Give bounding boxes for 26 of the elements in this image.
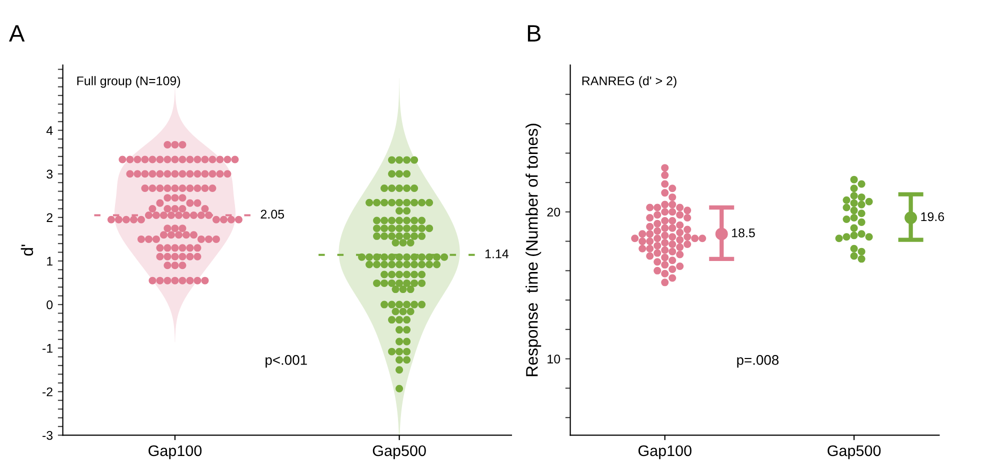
x-tick-label: Gap500 xyxy=(372,445,426,460)
y-tick-label: -1 xyxy=(42,344,52,353)
x-tick-label: Gap100 xyxy=(638,445,692,460)
data-label: 19.6 xyxy=(921,212,944,222)
y-tick-label: 4 xyxy=(46,126,53,135)
text: B xyxy=(528,25,541,42)
annotation: p<.001 xyxy=(266,355,307,368)
y-axis-title: Response time (Number of tones) xyxy=(526,124,542,376)
y-tick-label: 20 xyxy=(547,208,560,217)
y-axis-title: d' xyxy=(20,244,34,256)
y-tick-label: 2 xyxy=(46,213,52,222)
ref-line-label: 2.05 xyxy=(260,210,284,219)
x-tick-label: Gap500 xyxy=(828,445,881,460)
y-tick-label: 0 xyxy=(46,300,53,310)
text: RANREG (d' > 2) xyxy=(582,76,676,88)
ref-line-label: 1.14 xyxy=(485,250,509,258)
annotation: p=.008 xyxy=(737,355,779,368)
y-tick-label: 1 xyxy=(47,256,52,266)
data-label: 18.5 xyxy=(732,228,755,238)
y-tick-label: -3 xyxy=(42,431,53,440)
x-tick-label: Gap100 xyxy=(148,445,202,460)
y-tick-label: 3 xyxy=(46,170,53,179)
y-tick-label: 10 xyxy=(548,354,560,364)
text: Full group (N=109) xyxy=(77,76,180,88)
y-tick-label: -2 xyxy=(42,387,52,396)
text: A xyxy=(9,25,25,42)
